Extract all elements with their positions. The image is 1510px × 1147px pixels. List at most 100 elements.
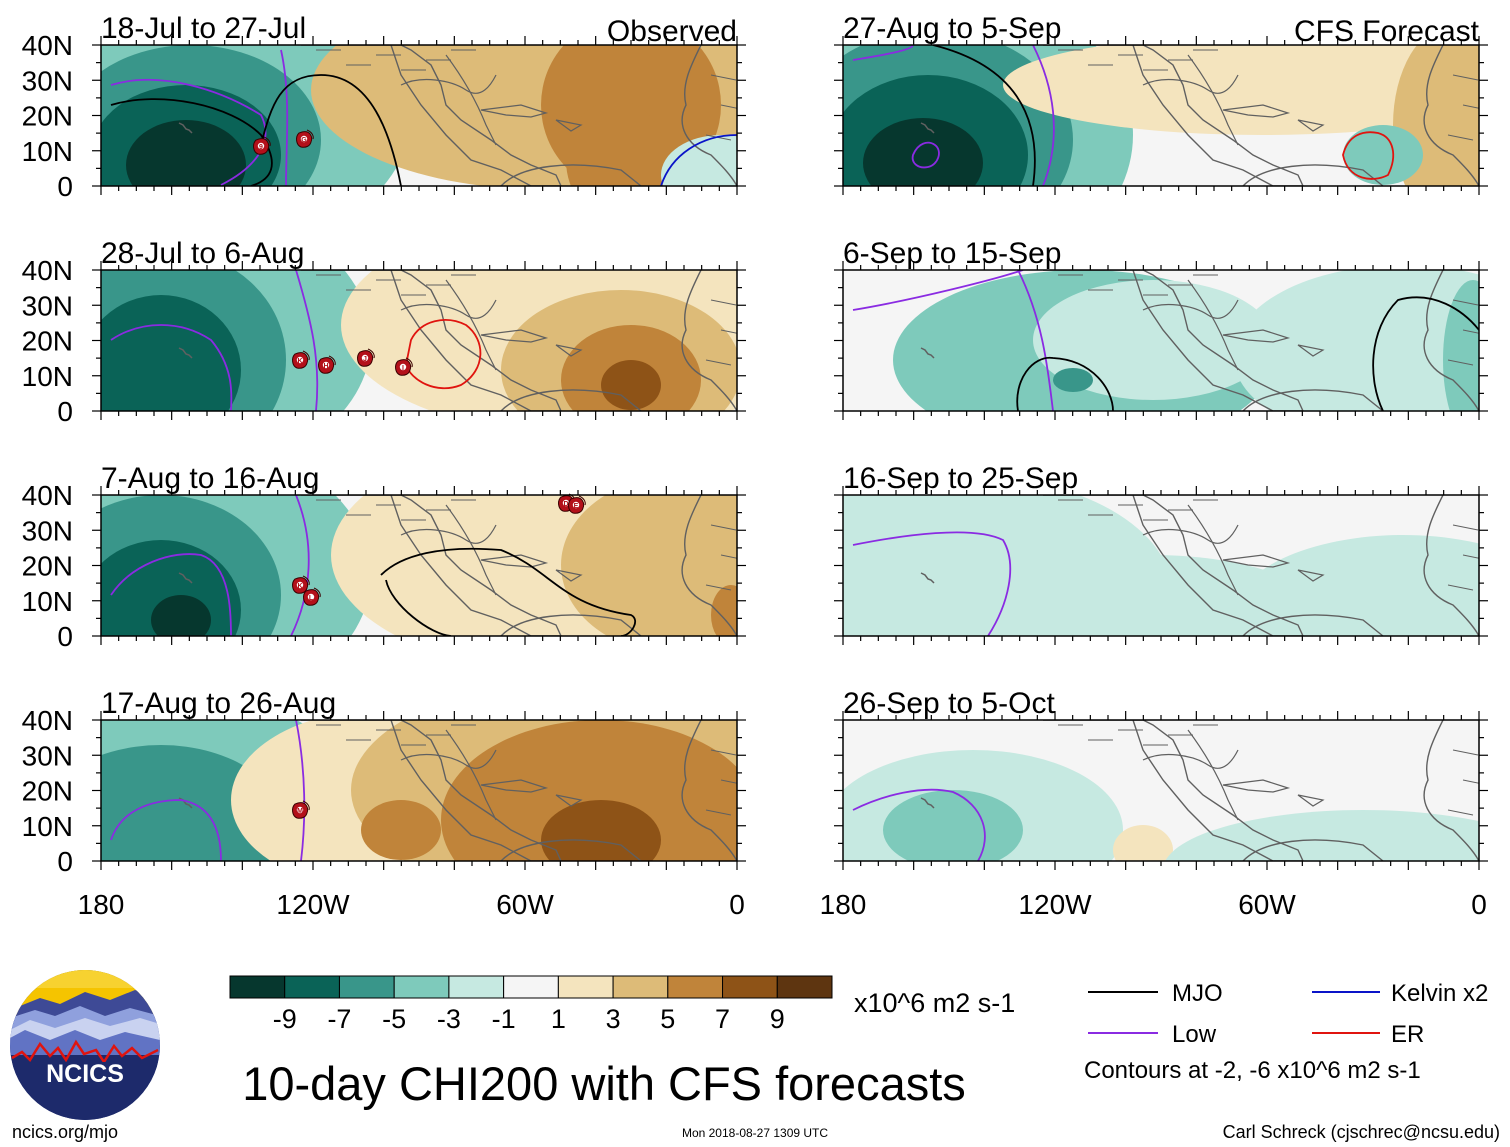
storm-letter: I <box>402 365 404 372</box>
colorbar-label: 1 <box>551 1004 566 1034</box>
x-tick-label: 120W <box>276 889 350 920</box>
colorbar-swatch <box>229 975 286 999</box>
storm-marker: E <box>568 495 586 514</box>
storm-marker: H <box>318 355 336 374</box>
contour-line <box>110 324 233 411</box>
contour-line <box>295 720 306 861</box>
panel-map-area <box>843 720 1479 861</box>
y-tick-label: 30N <box>22 65 73 96</box>
contour-line <box>1342 131 1395 180</box>
y-tick-label: 20N <box>22 776 73 807</box>
x-tick-label: 0 <box>729 889 745 920</box>
contour-line <box>280 49 289 186</box>
map-panel: 7-Aug to 16-Aug D E KL 40N 30N 20N 10N 0 <box>22 462 746 652</box>
y-tick-label: 10N <box>22 136 73 167</box>
y-tick-label: 30N <box>22 515 73 546</box>
panel-map-area <box>843 45 1479 186</box>
shade-region <box>566 100 666 186</box>
shade-region <box>661 135 737 186</box>
panel-period: 28-Jul to 6-Aug <box>101 237 304 270</box>
colorbar-label: 7 <box>715 1004 730 1034</box>
shade-region <box>711 585 737 636</box>
y-tick-label: 20N <box>22 326 73 357</box>
y-tick-label: 10N <box>22 361 73 392</box>
storm-letter: L <box>309 595 314 602</box>
colorbar-swatch <box>338 975 395 999</box>
contour-line <box>1032 45 1055 186</box>
storm-letter: G <box>301 137 307 144</box>
shade-region <box>863 118 983 186</box>
panel-label: Observed <box>607 15 737 48</box>
contour-line <box>932 45 1036 186</box>
contour-line <box>260 74 402 186</box>
shade-region <box>541 800 661 861</box>
storm-marker: J <box>357 348 375 367</box>
y-tick-label: 40N <box>22 705 73 736</box>
storm-letter: M <box>297 808 303 815</box>
colorbar-swatch <box>667 975 724 999</box>
y-tick-label: 20N <box>22 551 73 582</box>
storm-marker: L <box>303 587 321 606</box>
y-tick-label: 40N <box>22 255 73 286</box>
map-panel: 16-Sep to 25-Sep <box>834 462 1488 645</box>
map-panel: 17-Aug to 26-Aug M 40N 30N 20N 10N 0 <box>22 687 746 877</box>
shade-region <box>601 360 661 410</box>
panel-period: 18-Jul to 27-Jul <box>101 12 306 45</box>
panel-map-area <box>101 495 737 636</box>
legend-label-low: Low <box>1172 1021 1217 1048</box>
panel-map-area <box>843 495 1479 636</box>
shade-region <box>126 120 246 186</box>
colorbar-label: 3 <box>606 1004 621 1034</box>
shade-region <box>1233 535 1479 636</box>
colorbar-swatch <box>612 975 669 999</box>
storm-marker: I <box>395 357 413 376</box>
map-panel: 26-Sep to 5-Oct <box>834 687 1488 870</box>
x-axis-labels-right: 180 120W 60W 0 <box>820 889 1487 920</box>
x-tick-label: 120W <box>1018 889 1092 920</box>
y-tick-label: 30N <box>22 740 73 771</box>
contour-line <box>1017 270 1054 411</box>
colorbar-label: -7 <box>327 1004 351 1034</box>
shade-region <box>1033 280 1273 400</box>
contour-line <box>110 98 273 186</box>
colorbar-units: x10^6 m2 s-1 <box>854 988 1015 1018</box>
colorbar-label: 9 <box>770 1004 785 1034</box>
panel-period: 7-Aug to 16-Aug <box>101 462 319 495</box>
contour-line <box>911 141 940 169</box>
shade-region <box>1113 825 1173 861</box>
legend-label-er: ER <box>1391 1021 1424 1048</box>
main-title: 10-day CHI200 with CFS forecasts <box>242 1057 966 1110</box>
footer-center: Mon 2018-08-27 1309 UTC <box>682 1126 828 1140</box>
contour-line <box>110 799 222 861</box>
y-tick-label: 0 <box>57 171 73 202</box>
storm-letter: K <box>297 358 302 365</box>
colorbar-label: -5 <box>382 1004 406 1034</box>
storm-marker: 9 <box>253 136 271 155</box>
storm-marker: G <box>296 129 314 148</box>
contour-line <box>110 553 232 636</box>
contour-line <box>852 270 1024 311</box>
panel-period: 16-Sep to 25-Sep <box>843 462 1078 495</box>
map-panels: 18-Jul to 27-Jul Observed 9 G 40N 30N 20N 10N 0 2… <box>22 12 1488 877</box>
contour-note: Contours at -2, -6 x10^6 m2 s-1 <box>1084 1057 1421 1084</box>
storm-marker: M <box>292 800 310 819</box>
y-tick-label: 0 <box>57 621 73 652</box>
shade-region <box>561 495 737 636</box>
storm-letter: H <box>323 363 328 370</box>
shade-region <box>361 800 441 860</box>
panel-map-area <box>101 270 737 411</box>
y-tick-label: 40N <box>22 30 73 61</box>
colorbar-swatch <box>557 975 614 999</box>
colorbar: -9 -7 -5 -3 -1 1 3 5 7 9 <box>229 975 833 1034</box>
panel-period: 17-Aug to 26-Aug <box>101 687 336 720</box>
contour-line <box>852 45 914 61</box>
shade-region <box>883 790 1023 861</box>
shade-region <box>101 295 241 411</box>
shade-region <box>1053 368 1093 392</box>
y-tick-label: 0 <box>57 396 73 427</box>
footer-right: Carl Schreck (cjschrec@ncsu.edu) <box>1223 1122 1500 1142</box>
x-tick-label: 60W <box>496 889 554 920</box>
x-tick-label: 180 <box>820 889 867 920</box>
y-tick-label: 10N <box>22 586 73 617</box>
